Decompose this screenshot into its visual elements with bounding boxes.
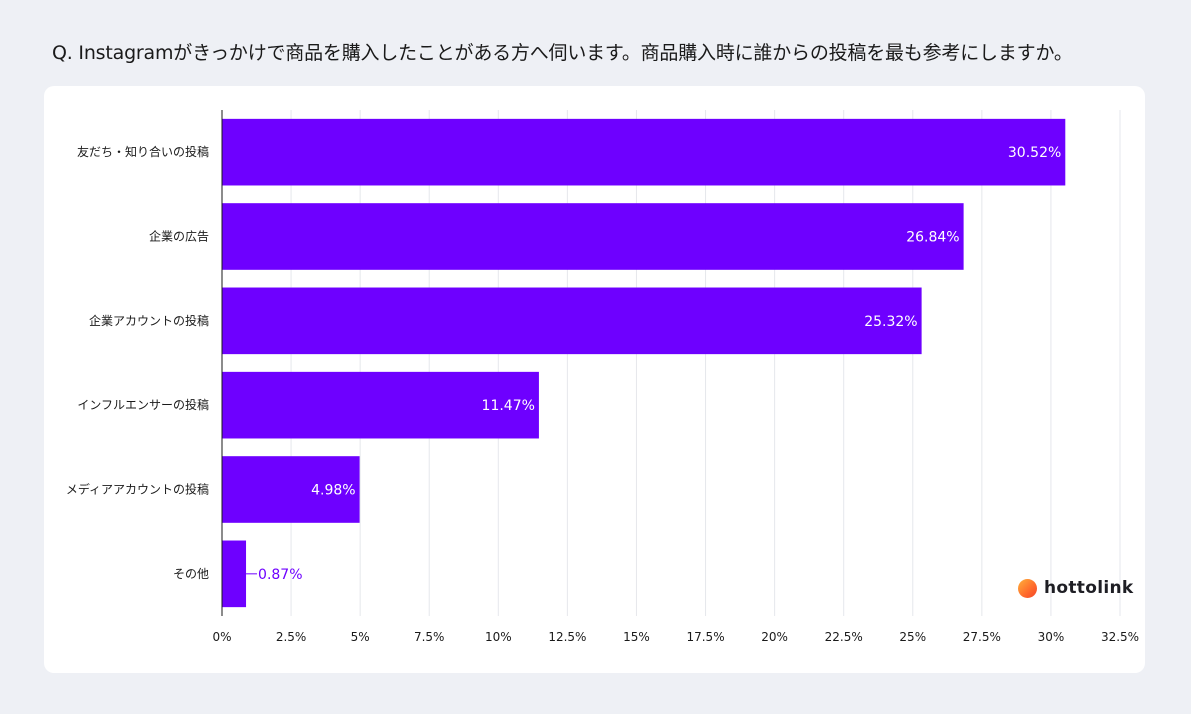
category-label: インフルエンサーの投稿 — [77, 397, 209, 412]
bar-chart: 友だち・知り合いの投稿 30.52% 企業の広告 26.84% 企業アカウントの投稿 25… — [66, 110, 1139, 644]
value-label: 4.98% — [311, 483, 355, 499]
value-label: 11.47% — [482, 398, 535, 414]
value-label: 0.87% — [258, 567, 302, 583]
x-tick-label: 15% — [623, 630, 650, 644]
value-label: 30.52% — [1008, 145, 1061, 161]
category-label: 友だち・知り合いの投稿 — [77, 144, 209, 159]
category-label: メディアアカウントの投稿 — [66, 482, 209, 497]
category-label: 企業アカウントの投稿 — [89, 313, 209, 328]
bar — [222, 540, 247, 608]
x-tick-label: 0% — [212, 630, 231, 644]
hottolink-logo: hottolink — [1018, 578, 1133, 598]
x-tick-label: 25% — [899, 630, 926, 644]
x-tick-label: 32.5% — [1101, 630, 1139, 644]
hottolink-logo-icon — [1018, 578, 1037, 598]
x-tick-label: 10% — [485, 630, 512, 644]
bar — [222, 287, 922, 355]
x-tick-label: 30% — [1038, 630, 1065, 644]
value-label: 25.32% — [864, 314, 917, 330]
category-label: 企業の広告 — [149, 229, 209, 244]
bar — [222, 118, 1066, 186]
question-title: Q. Instagramがきっかけで商品を購入したことがある方へ伺います。商品購… — [52, 42, 1073, 64]
x-tick-label: 7.5% — [414, 630, 445, 644]
bar — [222, 456, 360, 523]
value-label: 26.84% — [906, 230, 959, 246]
x-tick-label: 27.5% — [963, 630, 1001, 644]
x-tick-label: 5% — [351, 630, 370, 644]
x-tick-label: 22.5% — [825, 630, 863, 644]
bar — [222, 203, 964, 270]
x-tick-label: 20% — [761, 630, 788, 644]
bar — [222, 371, 539, 439]
chart-card: 友だち・知り合いの投稿 30.52% 企業の広告 26.84% 企業アカウントの投稿 25… — [44, 86, 1145, 673]
logo-text: hottolink — [1044, 578, 1134, 598]
x-tick-label: 2.5% — [276, 630, 307, 644]
x-tick-label: 17.5% — [686, 630, 724, 644]
category-label: その他 — [173, 567, 209, 581]
x-tick-label: 12.5% — [548, 630, 586, 644]
